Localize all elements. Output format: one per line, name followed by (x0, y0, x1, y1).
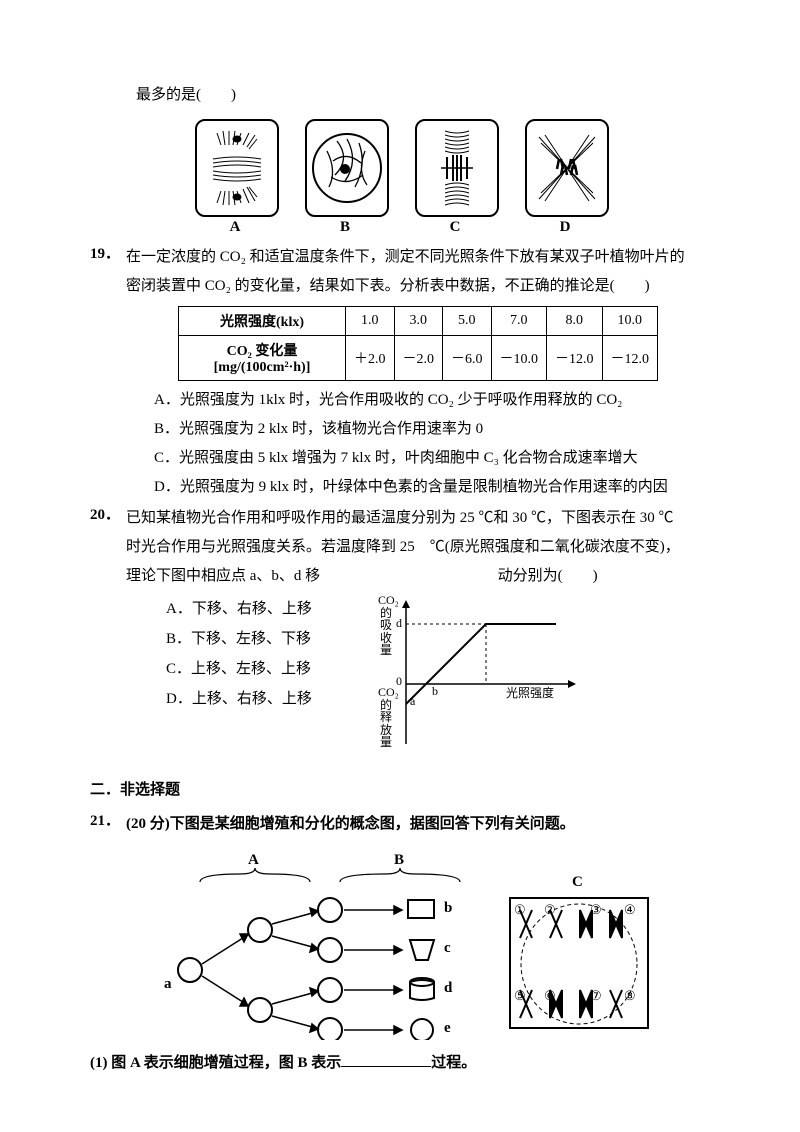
cell-image-a (195, 119, 279, 217)
q19-klx-3: 7.0 (491, 307, 547, 336)
lbl-e: e (444, 1020, 451, 1037)
q19-klx-4: 8.0 (547, 307, 603, 336)
q20-number: 20． (90, 503, 126, 754)
cell-card-a: A (195, 119, 275, 236)
lbl-n1: ① (514, 902, 526, 918)
q21-sub1: (1) 图 A 表示细胞增殖过程，图 B 表示过程。 (90, 1050, 710, 1077)
q19-d-5: －12.0 (602, 336, 658, 381)
lbl-b: b (444, 900, 452, 917)
q19-row2-label: CO₂ 变化量 [mg/(100cm²·h)] (179, 336, 346, 381)
q20-graph: CO₂ 的 吸 收 量 CO₂ 的 释 放 量 d 0 a (356, 594, 586, 754)
q20-opt-b: B．下移、左移、下移 (166, 624, 356, 654)
cell-label-a: A (195, 219, 275, 236)
q19-stem-1: 在一定浓度的 CO₂ 和适宜温度条件下，测定不同光照条件下放有某双子叶植物叶片的 (126, 244, 710, 271)
lbl-a: a (164, 976, 172, 993)
q19-d-3: －10.0 (491, 336, 547, 381)
q21-number: 21． (90, 809, 126, 840)
q19-row1-label: 光照强度(klx) (179, 307, 346, 336)
q19-klx-5: 10.0 (602, 307, 658, 336)
q19-opt-c: C．光照强度由 5 klx 增强为 7 klx 时，叶肉细胞中 C₃ 化合物合成… (126, 445, 710, 472)
y-top-label: CO₂ 的 吸 收 量 (378, 594, 394, 657)
header-fragment: 最多的是( ) (90, 82, 710, 109)
cell-card-c: C (415, 119, 495, 236)
pt-a: a (410, 694, 415, 709)
cell-label-d: D (525, 219, 605, 236)
cell-image-d (525, 119, 609, 217)
q19-d-1: －2.0 (394, 336, 443, 381)
q20-line2: 时光合作用与光照强度关系。若温度降到 25 ℃(原光照强度和二氧化碳浓度不变)， (126, 534, 710, 561)
q19-opt-b: B．光照强度为 2 klx 时，该植物光合作用速率为 0 (126, 416, 710, 443)
q19: 19． 在一定浓度的 CO₂ 和适宜温度条件下，测定不同光照条件下放有某双子叶植… (90, 242, 710, 503)
q20-line1: 已知某植物光合作用和呼吸作用的最适温度分别为 25 ℃和 30 ℃，下图表示在 … (126, 505, 710, 532)
lbl-A: A (248, 852, 259, 869)
q19-number: 19． (90, 242, 126, 503)
cell-image-b (305, 119, 389, 217)
q19-opt-a: A．光照强度为 1klx 时，光合作用吸收的 CO₂ 少于呼吸作用释放的 CO₂ (126, 387, 710, 414)
q21-stem: (20 分)下图是某细胞增殖和分化的概念图，据图回答下列有关问题。 (126, 811, 710, 838)
y-bot-label: CO₂ 的 释 放 量 (378, 686, 394, 749)
cell-image-c (415, 119, 499, 217)
q21: 21． (20 分)下图是某细胞增殖和分化的概念图，据图回答下列有关问题。 (90, 809, 710, 840)
lbl-n6: ⑥ (544, 988, 556, 1004)
q20: 20． 已知某植物光合作用和呼吸作用的最适温度分别为 25 ℃和 30 ℃，下图… (90, 503, 710, 754)
q20-options: A．下移、右移、上移 B．下移、左移、下移 C．上移、左移、上移 D．上移、右移… (126, 594, 356, 714)
x-label: 光照强度 (506, 684, 554, 701)
q19-stem-2: 密闭装置中 CO₂ 的变化量，结果如下表。分析表中数据，不正确的推论是( ) (126, 273, 710, 300)
q19-d-2: －6.0 (443, 336, 492, 381)
cell-diagram-row: A B (90, 119, 710, 236)
lbl-n7: ⑦ (590, 988, 602, 1004)
lbl-n8: ⑧ (624, 988, 636, 1004)
cell-card-b: B (305, 119, 385, 236)
q20-line3: 理论下图中相应点 a、b、d 移 动分别为( ) (126, 563, 710, 590)
q19-table: 光照强度(klx) 1.0 3.0 5.0 7.0 8.0 10.0 CO₂ 变… (178, 306, 658, 381)
q19-d-0: ＋2.0 (346, 336, 395, 381)
q19-d-4: －12.0 (547, 336, 603, 381)
pt-b: b (432, 684, 438, 699)
blank-1 (341, 1051, 431, 1067)
q21-diagram: A B C a b c d e ① ② ③ ④ ⑤ ⑥ ⑦ ⑧ (140, 860, 660, 1040)
lbl-B: B (394, 852, 404, 869)
pt-d: d (396, 616, 402, 631)
q19-klx-1: 3.0 (394, 307, 443, 336)
pt-origin: 0 (396, 674, 402, 689)
lbl-n2: ② (544, 902, 556, 918)
q20-opt-c: C．上移、左移、上移 (166, 654, 356, 684)
lbl-c: c (444, 940, 451, 957)
lbl-n5: ⑤ (514, 988, 526, 1004)
lbl-n3: ③ (590, 902, 602, 918)
lbl-C: C (572, 874, 583, 891)
q20-opt-a: A．下移、右移、上移 (166, 594, 356, 624)
cell-label-b: B (305, 219, 385, 236)
q19-klx-0: 1.0 (346, 307, 395, 336)
section-2-title: 二．非选择题 (90, 778, 710, 799)
cell-card-d: D (525, 119, 605, 236)
lbl-n4: ④ (624, 902, 636, 918)
cell-label-c: C (415, 219, 495, 236)
q20-opt-d: D．上移、右移、上移 (166, 684, 356, 714)
q19-klx-2: 5.0 (443, 307, 492, 336)
q19-opt-d: D．光照强度为 9 klx 时，叶绿体中色素的含量是限制植物光合作用速率的内因 (126, 474, 710, 501)
lbl-d: d (444, 980, 452, 997)
